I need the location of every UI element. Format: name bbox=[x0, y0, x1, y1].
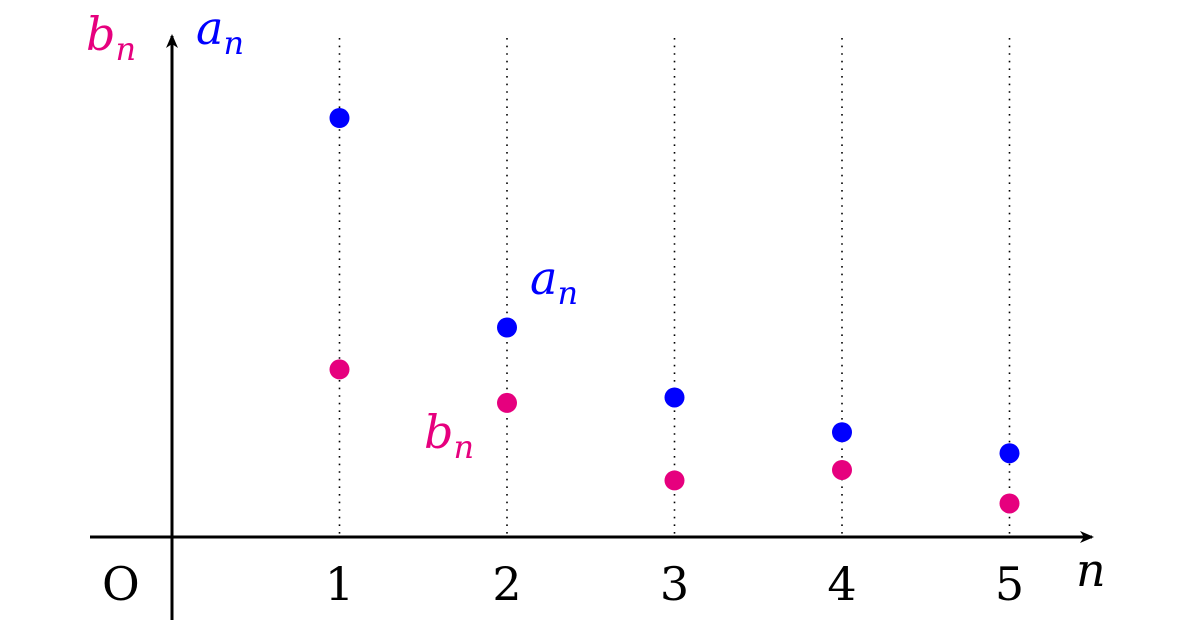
series-label-b: bn bbox=[424, 405, 474, 466]
y-axis-label-b-base: b bbox=[86, 7, 115, 61]
origin-label: O bbox=[102, 557, 140, 611]
series-label-b-sub: n bbox=[453, 428, 474, 466]
series-label-a-base: a bbox=[530, 251, 557, 305]
data-points bbox=[329, 108, 1020, 514]
x-tick-label-1: 1 bbox=[325, 557, 354, 611]
x-tick-label-4: 4 bbox=[827, 557, 856, 611]
point-b-1 bbox=[329, 359, 350, 380]
point-b-2 bbox=[497, 392, 517, 413]
x-tick-label-3: 3 bbox=[660, 557, 689, 611]
y-axis-label-b-sub: n bbox=[115, 30, 136, 68]
point-b-3 bbox=[664, 470, 685, 491]
vertical-grid-lines bbox=[338, 38, 1011, 537]
point-a-4 bbox=[832, 422, 852, 443]
y-axis-label-a: an bbox=[196, 1, 244, 62]
series-label-a-sub: n bbox=[557, 274, 578, 312]
point-a-5 bbox=[999, 443, 1020, 464]
series-label-b-base: b bbox=[424, 405, 453, 459]
point-a-3 bbox=[664, 387, 685, 408]
x-tick-label-2: 2 bbox=[492, 557, 521, 611]
series-label-a: an bbox=[530, 251, 578, 312]
point-b-4 bbox=[832, 459, 852, 480]
x-axis-label: n bbox=[1076, 543, 1106, 597]
y-axis-label-a-sub: n bbox=[223, 24, 244, 62]
y-axis-label-a-base: a bbox=[196, 1, 223, 55]
x-tick-label-5: 5 bbox=[995, 557, 1024, 611]
point-a-2 bbox=[497, 317, 517, 338]
x-tick-labels: 1 2 3 4 5 bbox=[325, 557, 1024, 611]
point-b-5 bbox=[999, 493, 1020, 514]
point-a-1 bbox=[329, 108, 350, 128]
y-axis-label-b: bn bbox=[86, 7, 136, 68]
